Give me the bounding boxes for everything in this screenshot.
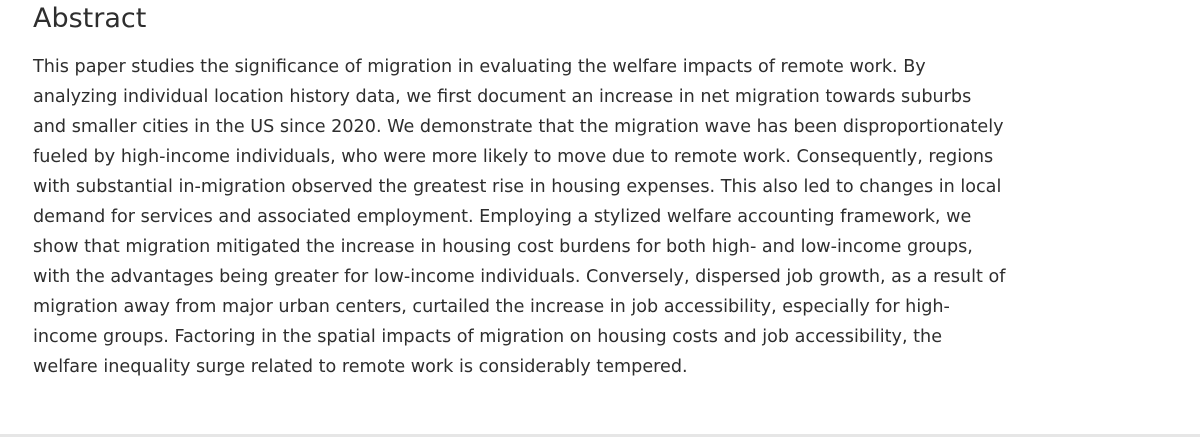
abstract-line: migration away from major urban centers,…: [33, 297, 950, 317]
abstract-text: This paper studies the significance of m…: [33, 52, 1193, 382]
abstract-line: demand for services and associated emplo…: [33, 207, 972, 227]
abstract-line: This paper studies the significance of m…: [33, 57, 926, 77]
abstract-line: with substantial in-migration observed t…: [33, 177, 1002, 197]
abstract-line: fueled by high-income individuals, who w…: [33, 147, 994, 167]
abstract-line: and smaller cities in the US since 2020.…: [33, 117, 1004, 137]
abstract-line: with the advantages being greater for lo…: [33, 267, 1006, 287]
abstract-line: welfare inequality surge related to remo…: [33, 357, 688, 377]
abstract-line: analyzing individual location history da…: [33, 87, 972, 107]
bottom-divider: [0, 434, 1200, 437]
abstract-line: show that migration mitigated the increa…: [33, 237, 973, 257]
abstract-heading: Abstract: [33, 3, 147, 34]
abstract-line: income groups. Factoring in the spatial …: [33, 327, 943, 347]
